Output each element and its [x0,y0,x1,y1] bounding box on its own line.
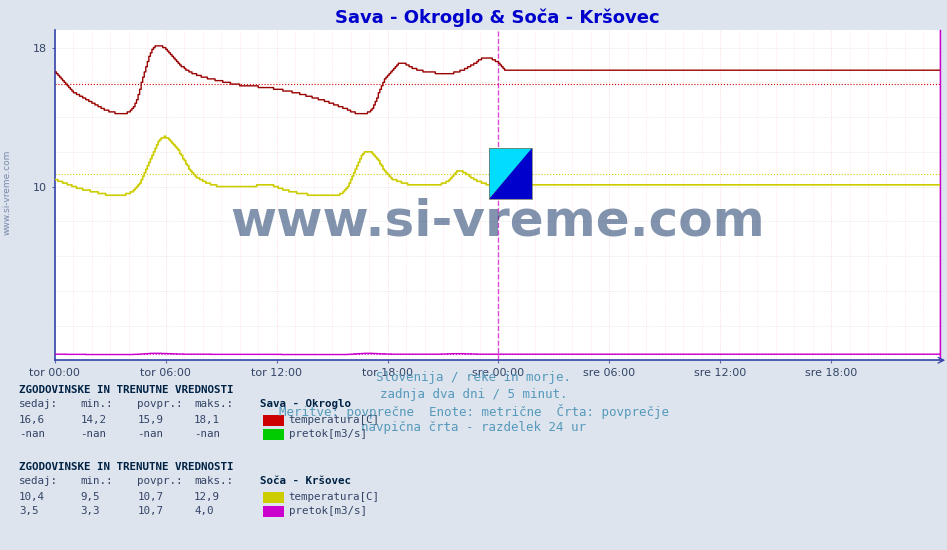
Text: sedaj:: sedaj: [19,399,58,409]
Text: pretok[m3/s]: pretok[m3/s] [289,506,366,516]
Text: Meritve: povprečne  Enote: metrične  Črta: povprečje: Meritve: povprečne Enote: metrične Črta:… [278,404,669,419]
Text: 16,6: 16,6 [19,415,45,425]
Text: Soča - Kršovec: Soča - Kršovec [260,476,351,486]
Text: -nan: -nan [137,429,163,439]
Text: 3,5: 3,5 [19,506,39,516]
Text: -nan: -nan [80,429,106,439]
Text: navpična črta - razdelek 24 ur: navpična črta - razdelek 24 ur [361,421,586,434]
Text: 4,0: 4,0 [194,506,214,516]
Text: zadnja dva dni / 5 minut.: zadnja dva dni / 5 minut. [380,388,567,401]
Text: 3,3: 3,3 [80,506,100,516]
Title: Sava - Okroglo & Soča - Kršovec: Sava - Okroglo & Soča - Kršovec [335,9,660,28]
Text: Sava - Okroglo: Sava - Okroglo [260,399,351,409]
Text: -nan: -nan [19,429,45,439]
Text: pretok[m3/s]: pretok[m3/s] [289,429,366,439]
Text: temperatura[C]: temperatura[C] [289,492,380,502]
Text: 18,1: 18,1 [194,415,220,425]
Text: 9,5: 9,5 [80,492,100,502]
Bar [490,148,532,199]
Text: ZGODOVINSKE IN TRENUTNE VREDNOSTI: ZGODOVINSKE IN TRENUTNE VREDNOSTI [19,385,234,395]
Text: 10,7: 10,7 [137,506,163,516]
Polygon shape [490,148,532,199]
Polygon shape [490,148,532,199]
Text: 10,4: 10,4 [19,492,45,502]
Text: povpr.:: povpr.: [137,476,183,486]
Text: min.:: min.: [80,476,113,486]
Text: sedaj:: sedaj: [19,476,58,486]
Text: min.:: min.: [80,399,113,409]
Text: -nan: -nan [194,429,220,439]
Text: 14,2: 14,2 [80,415,106,425]
Text: 12,9: 12,9 [194,492,220,502]
Text: Slovenija / reke in morje.: Slovenija / reke in morje. [376,371,571,384]
Text: maks.:: maks.: [194,399,233,409]
Text: ZGODOVINSKE IN TRENUTNE VREDNOSTI: ZGODOVINSKE IN TRENUTNE VREDNOSTI [19,462,234,472]
Text: www.si-vreme.com: www.si-vreme.com [230,197,765,246]
Text: 10,7: 10,7 [137,492,163,502]
Text: temperatura[C]: temperatura[C] [289,415,380,425]
Text: maks.:: maks.: [194,476,233,486]
Text: www.si-vreme.com: www.si-vreme.com [3,150,12,235]
Text: povpr.:: povpr.: [137,399,183,409]
Text: 15,9: 15,9 [137,415,163,425]
